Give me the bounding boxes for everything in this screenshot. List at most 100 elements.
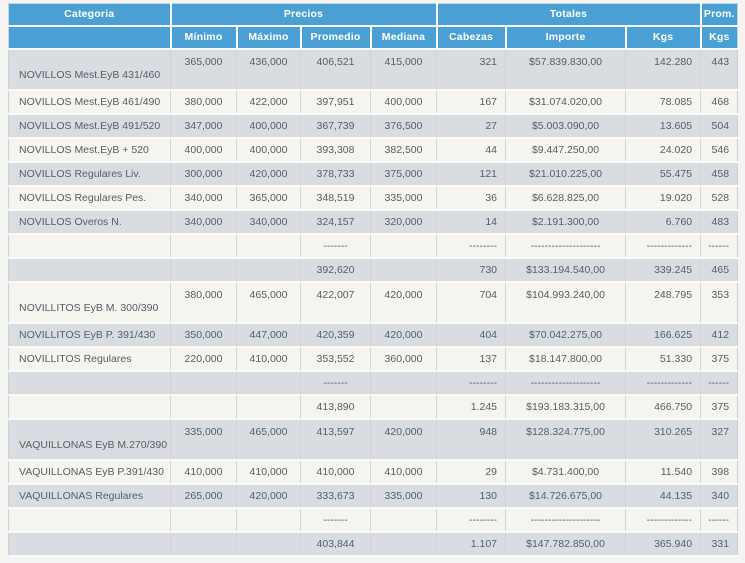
cell-minimo: 380,000 xyxy=(170,281,237,324)
cell-cabezas: -------- xyxy=(436,233,507,259)
cell-mediana: 382,500 xyxy=(370,137,438,163)
cell-importe: $6.628.825,00 xyxy=(505,185,627,211)
cell-minimo: 300,000 xyxy=(170,161,237,187)
cell-promedio: 410,000 xyxy=(300,459,371,485)
cell-minimo: 265,000 xyxy=(170,483,237,509)
cell-mediana: 400,000 xyxy=(370,89,438,115)
cell-minimo: 365,000 xyxy=(170,48,237,91)
table-row: VAQUILLONAS EyB M.270/390 335,000 465,000 4… xyxy=(8,418,738,461)
cell-promedio: 413,597 xyxy=(300,418,371,461)
table-row: NOVILLOS Overos N. 340,000 340,000 324,157 3… xyxy=(8,209,738,235)
cell-importe: $21.010.225,00 xyxy=(505,161,627,187)
cell-promedio: 406,521 xyxy=(300,48,371,91)
cell-prom-kgs: 327 xyxy=(700,418,738,461)
cell-promedio: 348,519 xyxy=(300,185,371,211)
cell-kgs: 19.020 xyxy=(625,185,702,211)
cell-maximo xyxy=(236,257,301,283)
header-sub-row: Mínimo Máximo Promedio Mediana Cabezas I… xyxy=(8,25,738,50)
cell-minimo: 410,000 xyxy=(170,459,237,485)
header-minimo: Mínimo xyxy=(170,25,238,50)
cell-mediana: 420,000 xyxy=(370,281,438,324)
cell-mediana: 410,000 xyxy=(370,459,438,485)
cell-promedio: 403,844 xyxy=(300,531,371,557)
cell-minimo: 380,000 xyxy=(170,89,237,115)
cell-kgs: 13.605 xyxy=(625,113,702,139)
cell-mediana xyxy=(370,370,438,396)
cell-categoria: NOVILLOS Regulares Pes. xyxy=(8,185,171,211)
cell-promedio: 324,157 xyxy=(300,209,371,235)
table-body: NOVILLOS Mest.EyB 431/460 365,000 436,000 4… xyxy=(8,48,738,557)
cell-promedio: 397,951 xyxy=(300,89,371,115)
cell-prom-kgs: 483 xyxy=(700,209,738,235)
cell-cabezas: -------- xyxy=(436,370,507,396)
cell-kgs: 51.330 xyxy=(625,346,702,372)
cell-kgs: 365.940 xyxy=(625,531,702,557)
cell-cabezas: -------- xyxy=(436,507,507,533)
cell-cabezas: 730 xyxy=(436,257,507,283)
cell-prom-kgs: 458 xyxy=(700,161,738,187)
cell-promedio: ------- xyxy=(300,370,371,396)
cell-importe: $193.183.315,00 xyxy=(505,394,627,420)
cell-kgs: ------------- xyxy=(625,233,702,259)
cell-minimo: 347,000 xyxy=(170,113,237,139)
cell-mediana xyxy=(370,257,438,283)
cell-minimo: 400,000 xyxy=(170,137,237,163)
cell-importe: -------------------- xyxy=(505,370,627,396)
livestock-price-table: Categoria Precios Totales Prom. Mínimo M… xyxy=(8,3,739,557)
cell-mediana xyxy=(370,233,438,259)
header-promedio: Promedio xyxy=(300,25,372,50)
cell-prom-kgs: 528 xyxy=(700,185,738,211)
table-row-dashes: ------- -------- -------------------- -----… xyxy=(8,370,738,396)
header-cabezas: Cabezas xyxy=(436,25,507,50)
cell-cabezas: 27 xyxy=(436,113,507,139)
cell-prom-kgs: 546 xyxy=(700,137,738,163)
header-mediana: Mediana xyxy=(370,25,438,50)
cell-cabezas: 29 xyxy=(436,459,507,485)
table-row-subtotal: 392,620 730 $133.194.540,00 339.245 465 xyxy=(8,257,738,283)
table-row: NOVILLOS Regulares Liv. 300,000 420,000 378… xyxy=(8,161,738,187)
header-categoria-spacer xyxy=(8,25,172,50)
table-row-dashes: ------- -------- -------------------- -----… xyxy=(8,233,738,259)
cell-maximo: 420,000 xyxy=(236,161,301,187)
cell-cabezas: 1.107 xyxy=(436,531,507,557)
table-row: NOVILLITOS EyB M. 300/390 380,000 465,000 4… xyxy=(8,281,738,324)
cell-minimo: 350,000 xyxy=(170,322,237,348)
header-group-row: Categoria Precios Totales Prom. xyxy=(8,3,738,27)
cell-prom-kgs: 340 xyxy=(700,483,738,509)
cell-categoria: VAQUILLONAS EyB M.270/390 xyxy=(8,418,171,461)
cell-kgs: 310.265 xyxy=(625,418,702,461)
cell-minimo xyxy=(170,257,237,283)
header-totales: Totales xyxy=(436,3,702,27)
cell-prom-kgs: 375 xyxy=(700,394,738,420)
cell-cabezas: 948 xyxy=(436,418,507,461)
cell-prom-kgs: 331 xyxy=(700,531,738,557)
header-prom-kgs: Kgs xyxy=(700,25,738,50)
cell-categoria xyxy=(8,394,171,420)
cell-importe: $9.447.250,00 xyxy=(505,137,627,163)
table-row: NOVILLOS Mest.EyB + 520 400,000 400,000 393… xyxy=(8,137,738,163)
cell-promedio: 392,620 xyxy=(300,257,371,283)
cell-importe: $147.782.850,00 xyxy=(505,531,627,557)
cell-maximo: 400,000 xyxy=(236,137,301,163)
cell-importe: -------------------- xyxy=(505,233,627,259)
cell-maximo: 436,000 xyxy=(236,48,301,91)
cell-prom-kgs: ------ xyxy=(700,507,738,533)
cell-importe: $31.074.020,00 xyxy=(505,89,627,115)
cell-mediana: 420,000 xyxy=(370,418,438,461)
cell-maximo xyxy=(236,531,301,557)
cell-promedio: 353,552 xyxy=(300,346,371,372)
cell-cabezas: 14 xyxy=(436,209,507,235)
cell-cabezas: 1.245 xyxy=(436,394,507,420)
cell-maximo: 365,000 xyxy=(236,185,301,211)
header-maximo: Máximo xyxy=(236,25,302,50)
cell-maximo xyxy=(236,507,301,533)
cell-cabezas: 121 xyxy=(436,161,507,187)
cell-categoria: NOVILLOS Mest.EyB 491/520 xyxy=(8,113,171,139)
cell-maximo xyxy=(236,233,301,259)
cell-minimo: 335,000 xyxy=(170,418,237,461)
header-precios: Precios xyxy=(170,3,438,27)
cell-cabezas: 704 xyxy=(436,281,507,324)
cell-prom-kgs: 353 xyxy=(700,281,738,324)
cell-categoria xyxy=(8,233,171,259)
